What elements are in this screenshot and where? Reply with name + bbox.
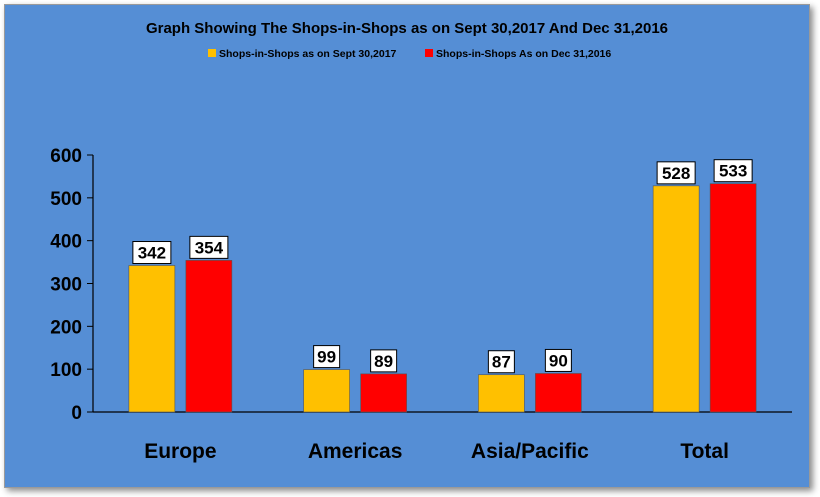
bar-asia-pacific-series-1 (535, 373, 582, 413)
data-label: 528 (662, 164, 690, 183)
data-label: 533 (719, 162, 747, 181)
y-tick-label: 100 (50, 360, 82, 381)
legend-label-0: Shops-in-Shops as on Sept 30,2017 (219, 48, 397, 60)
bar-total-series-1 (709, 183, 757, 413)
data-label-box (313, 345, 341, 369)
data-label-box (713, 159, 753, 183)
y-tick-label: 0 (71, 403, 82, 424)
data-label: 99 (317, 348, 336, 367)
y-tick-label: 600 (50, 146, 82, 167)
legend-label-1: Shops-in-Shops As on Dec 31,2016 (436, 48, 611, 60)
data-label-box (656, 161, 696, 185)
data-label: 90 (549, 351, 568, 370)
data-label-box (370, 349, 398, 373)
bar-americas-series-1 (360, 373, 407, 413)
data-label: 354 (195, 238, 224, 257)
x-tick-label: Americas (308, 440, 403, 463)
data-label-box (487, 350, 515, 374)
plot-area: 0 100 200 300 400 500 600 342 354 Europe 99 89 Ameri… (50, 146, 792, 463)
legend-swatch-0 (208, 49, 216, 57)
bar-total-series-0 (652, 185, 700, 413)
legend-swatch-1 (425, 49, 433, 57)
y-tick-label: 300 (50, 275, 82, 296)
bar-europe-series-1 (185, 260, 233, 413)
data-label-box (189, 235, 229, 259)
data-label-box (132, 241, 172, 265)
data-label: 342 (138, 244, 166, 263)
data-label-box (544, 348, 572, 372)
bar-asia-pacific-series-0 (478, 374, 525, 413)
y-tick-label: 500 (50, 189, 82, 210)
x-tick-label: Asia/Pacific (471, 440, 589, 463)
bar-americas-series-0 (303, 369, 350, 413)
chart-legend: Shops-in-Shops as on Sept 30,2017 Shops-i… (208, 48, 611, 60)
y-tick-label: 400 (50, 232, 82, 253)
x-tick-label: Total (680, 440, 729, 463)
y-tick-label: 200 (50, 317, 82, 338)
x-tick-label: Europe (144, 440, 216, 463)
data-label: 87 (492, 353, 511, 372)
data-label: 89 (374, 352, 393, 371)
chart-frame: Graph Showing The Shops-in-Shops as on S… (4, 4, 810, 488)
bar-chart: Graph Showing The Shops-in-Shops as on S… (50, 20, 792, 463)
bar-europe-series-0 (128, 265, 176, 413)
chart-title: Graph Showing The Shops-in-Shops as on S… (146, 20, 668, 37)
